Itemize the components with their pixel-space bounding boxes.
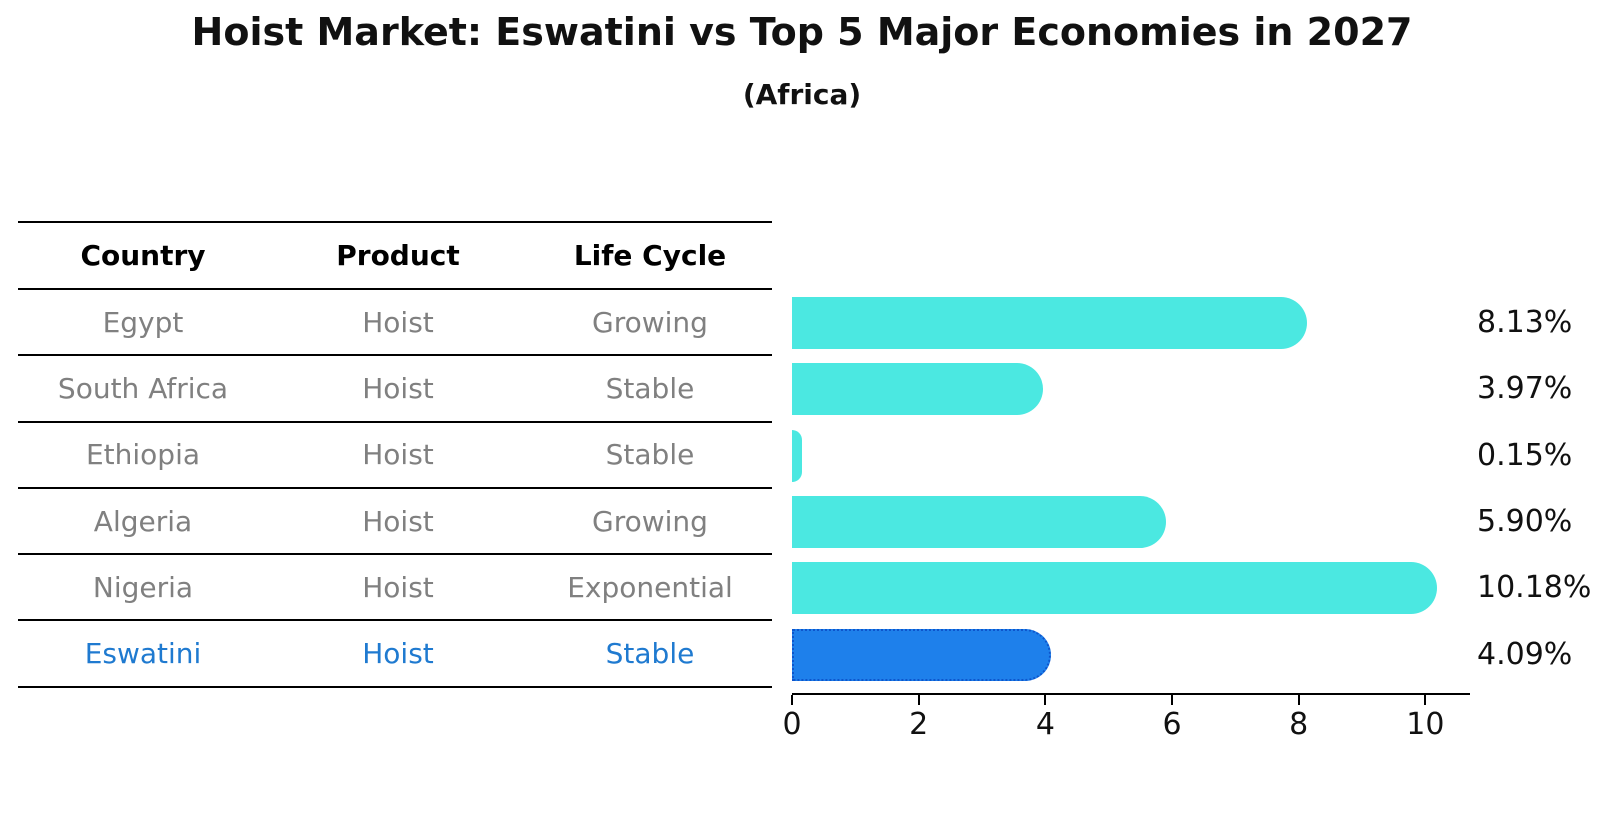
cell-life-cycle: Stable [605,438,695,472]
table-row-eswatini: Eswatini Hoist Stable [18,621,772,685]
chart-title: Hoist Market: Eswatini vs Top 5 Major Ec… [191,10,1413,54]
cell-product: Hoist [362,637,434,671]
x-axis-line [792,693,1470,695]
cell-product: Hoist [362,438,434,472]
x-tick-label: 4 [1035,707,1055,742]
bar-south-africa [792,363,1044,416]
cell-life-cycle: Growing [592,504,708,538]
table-row-nigeria: Nigeria Hoist Exponential [18,555,772,622]
table-row-egypt: Egypt Hoist Growing [18,290,772,357]
x-tick [1171,695,1174,705]
cell-product: Hoist [362,371,434,405]
x-tick-label: 6 [1162,707,1182,742]
table-row-ethiopia: Ethiopia Hoist Stable [18,423,772,489]
table-row-algeria: Algeria Hoist Growing [18,489,772,556]
cell-country: Egypt [102,305,184,339]
table-header-row: Country Product Life Cycle [18,223,772,290]
cell-life-cycle: Growing [592,305,708,339]
x-tick-label: 0 [782,707,802,742]
cell-product: Hoist [362,504,434,538]
chart-subtitle: (Africa) [742,78,862,111]
bar-nigeria [792,562,1437,615]
table-row-south-africa: South Africa Hoist Stable [18,356,772,423]
bar-egypt [792,297,1307,350]
cell-country: Nigeria [92,570,194,604]
x-tick [1424,695,1427,705]
bar-value-label-eswatini: 4.09% [1477,636,1573,672]
column-header-product: Product [336,239,460,272]
cell-product: Hoist [362,305,434,339]
x-tick-label: 2 [909,707,929,742]
bar-value-label-egypt: 8.13% [1477,305,1573,341]
x-tick [1044,695,1047,705]
cell-country: Ethiopia [85,438,201,472]
x-tick [1297,695,1300,705]
bar-ethiopia [792,429,802,482]
cell-country: Eswatini [84,637,202,671]
x-tick-label: 8 [1289,707,1309,742]
x-tick [791,695,793,705]
column-header-country: Country [80,239,206,272]
x-tick [917,695,920,705]
cell-life-cycle: Exponential [567,570,733,604]
bar-algeria [792,496,1166,549]
bar-value-label-ethiopia: 0.15% [1477,437,1573,473]
country-table: Country Product Life Cycle Egypt Hoist Gro… [18,221,772,688]
x-tick-label: 10 [1406,707,1445,742]
bar-value-label-south-africa: 3.97% [1477,371,1573,407]
cell-life-cycle: Stable [605,637,695,671]
bar-value-label-algeria: 5.90% [1477,504,1573,540]
bar-value-label-nigeria: 10.18% [1477,570,1592,606]
column-header-life-cycle: Life Cycle [573,239,727,272]
table-body: Egypt Hoist Growing South Africa Hoist Stable… [18,290,772,686]
cell-product: Hoist [362,570,434,604]
cell-country: South Africa [57,371,229,405]
cell-life-cycle: Stable [605,371,695,405]
bar-eswatini [792,628,1052,681]
cell-country: Algeria [93,504,193,538]
